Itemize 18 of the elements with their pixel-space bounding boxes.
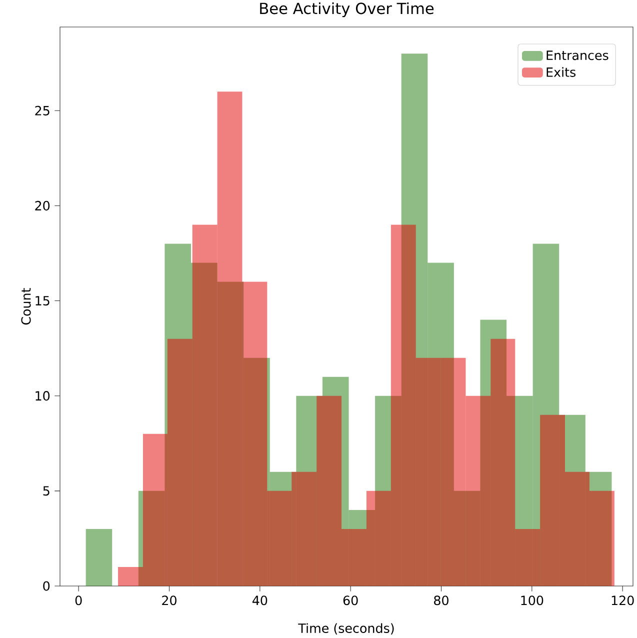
- x-tick-label: 20: [162, 596, 176, 606]
- y-tick-label: 15: [36, 296, 50, 306]
- legend-label: Exits: [546, 67, 576, 77]
- x-axis-title: Time (seconds): [298, 623, 394, 634]
- y-tick-label: 10: [36, 391, 50, 401]
- y-tick-label: 20: [35, 200, 50, 211]
- x-tick-label: 40: [252, 596, 268, 606]
- legend-label: Entrances: [546, 50, 608, 60]
- x-tick-label: 100: [521, 596, 544, 606]
- x-tick-label: 60: [343, 596, 358, 606]
- x-tick-label: 80: [434, 596, 448, 606]
- x-tick-label: 120: [612, 596, 634, 606]
- chart-title: Bee Activity Over Time: [260, 2, 434, 18]
- y-tick-label: 5: [43, 486, 50, 496]
- x-tick-label: 0: [75, 596, 82, 606]
- y-tick-label: 0: [43, 581, 50, 591]
- y-tick-label: 25: [35, 106, 50, 116]
- y-axis-title: Count: [21, 288, 31, 325]
